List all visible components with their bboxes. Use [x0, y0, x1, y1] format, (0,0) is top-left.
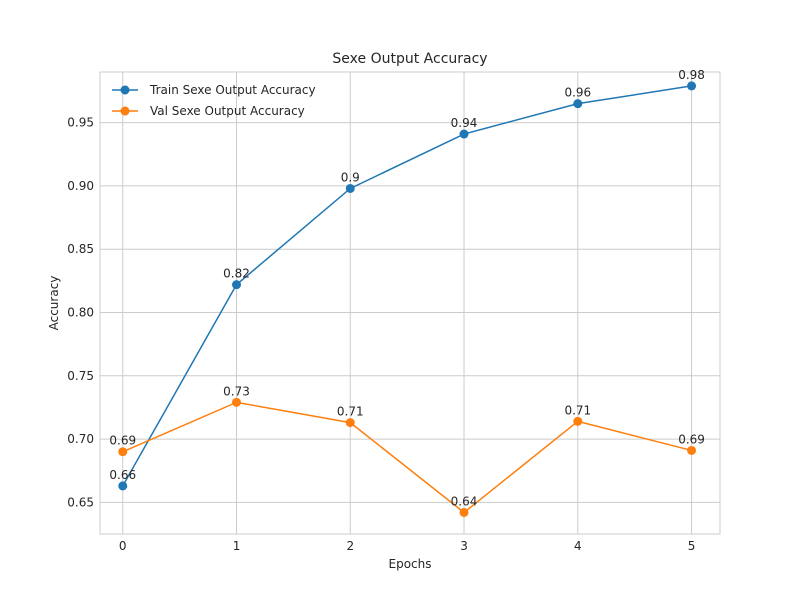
data-label: 0.73	[223, 384, 250, 398]
data-label: 0.71	[337, 405, 364, 419]
series-line	[122, 85, 692, 487]
data-point	[118, 481, 128, 491]
x-tick-label: 5	[688, 539, 696, 553]
plot-area	[100, 72, 720, 534]
data-point	[573, 99, 583, 109]
y-tick-label: 0.80	[67, 305, 94, 319]
data-point	[459, 507, 469, 517]
series-layer	[118, 81, 697, 517]
x-tick-label: 3	[460, 539, 468, 553]
data-label: 0.9	[341, 170, 360, 184]
data-point	[345, 418, 355, 428]
data-point	[687, 81, 697, 91]
y-tick-label: 0.65	[67, 495, 94, 509]
data-label: 0.71	[564, 403, 591, 417]
data-label: 0.66	[109, 468, 136, 482]
y-tick-label: 0.95	[67, 116, 94, 130]
data-point	[459, 129, 469, 139]
data-label: 0.82	[223, 267, 250, 281]
data-point	[345, 183, 355, 193]
y-tick-label: 0.90	[67, 179, 94, 193]
data-point	[118, 447, 128, 457]
x-axis-label: Epochs	[389, 557, 432, 571]
data-point	[573, 416, 583, 426]
y-tick-label: 0.75	[67, 369, 94, 383]
data-label: 0.94	[451, 116, 478, 130]
x-tick-label: 2	[346, 539, 354, 553]
y-axis-label: Accuracy	[47, 276, 61, 331]
legend: Train Sexe Output Accuracy Val Sexe Outpu…	[112, 83, 316, 118]
x-tick-label: 0	[119, 539, 127, 553]
data-label: 0.64	[451, 494, 478, 508]
data-point	[232, 397, 242, 407]
legend-marker	[120, 106, 130, 116]
x-tick-label: 1	[233, 539, 241, 553]
ticks-layer: 0 1 2 3 4 5 0.65 0.70 0.75 0.80 0.85 0.90 0.95	[67, 116, 695, 553]
series-line	[122, 401, 692, 514]
x-tick-label: 4	[574, 539, 582, 553]
chart-title: Sexe Output Accuracy	[332, 51, 487, 67]
data-label: 0.98	[678, 68, 705, 82]
data-labels-layer: 0.66 0.82 0.9 0.94 0.96 0.98 0.69 0.73 0.71 0.64 0…	[109, 68, 705, 509]
legend-marker	[120, 85, 130, 95]
data-label: 0.96	[564, 86, 591, 100]
legend-label: Train Sexe Output Accuracy	[149, 83, 316, 97]
data-label: 0.69	[678, 432, 705, 446]
data-label: 0.69	[109, 434, 136, 448]
plot-frame	[99, 71, 721, 535]
grid-layer	[100, 72, 720, 534]
data-point	[232, 280, 242, 290]
y-tick-label: 0.85	[67, 242, 94, 256]
y-tick-label: 0.70	[67, 432, 94, 446]
legend-label: Val Sexe Output Accuracy	[150, 104, 305, 118]
data-point	[687, 445, 697, 455]
